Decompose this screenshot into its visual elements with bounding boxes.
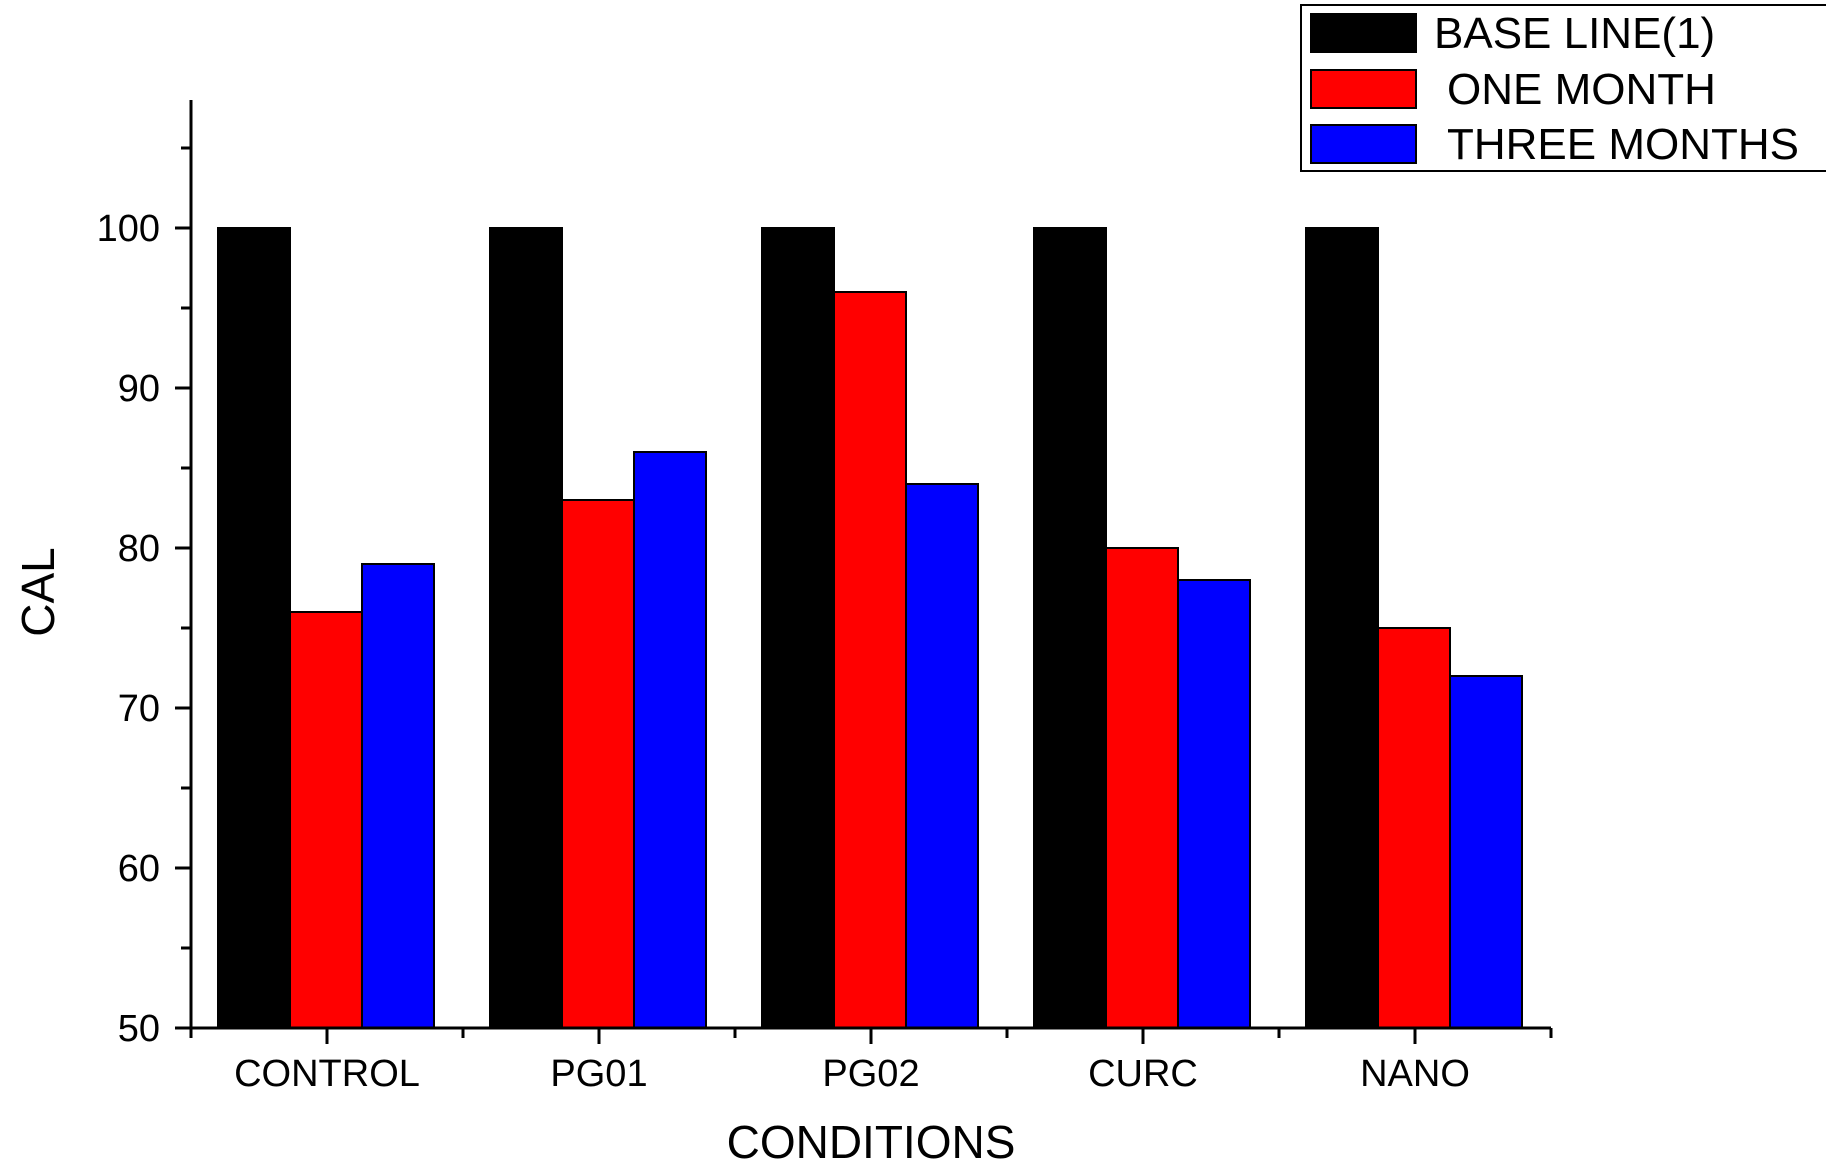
y-ticks: 50 60 70 80 90 100	[97, 146, 191, 1050]
y-tick-label: 60	[118, 848, 160, 890]
bar-curc-series-3	[1177, 579, 1251, 1029]
bars-layer	[217, 227, 1523, 1029]
bar-curc-series-2	[1105, 547, 1179, 1029]
legend: BASE LINE(1) ONE MONTH THREE MONTHS	[1300, 4, 1826, 172]
x-tick-label-curc: CURC	[1088, 1053, 1198, 1095]
y-axis-title: CAL	[12, 547, 64, 636]
legend-label-1: BASE LINE(1)	[1434, 9, 1715, 58]
legend-label-3: THREE MONTHS	[1447, 120, 1799, 169]
bar-pg01-series-2	[561, 499, 635, 1029]
bar-control-series-2	[289, 611, 363, 1029]
bar-pg01-series-3	[633, 451, 707, 1029]
y-tick-label: 80	[118, 528, 160, 570]
y-tick-label: 90	[118, 368, 160, 410]
bar-curc-series-1	[1033, 227, 1107, 1029]
x-ticks: CONTROL PG01 PG02 CURC NANO	[189, 1028, 1553, 1095]
y-tick-label: 50	[118, 1008, 160, 1050]
y-tick-label: 100	[97, 208, 160, 250]
bar-pg02-series-3	[905, 483, 979, 1029]
bar-nano-series-3	[1449, 675, 1523, 1029]
x-axis-title: CONDITIONS	[727, 1116, 1016, 1166]
bar-pg02-series-2	[833, 291, 907, 1029]
x-tick-label-nano: NANO	[1360, 1053, 1470, 1095]
bar-control-series-1	[217, 227, 291, 1029]
x-tick-label-control: CONTROL	[234, 1053, 420, 1095]
bar-nano-series-2	[1377, 627, 1451, 1029]
x-tick-label-pg02: PG02	[822, 1053, 919, 1095]
bar-pg02-series-1	[761, 227, 835, 1029]
legend-swatch-3	[1310, 124, 1417, 164]
x-tick-label-pg01: PG01	[550, 1053, 647, 1095]
bar-pg01-series-1	[489, 227, 563, 1029]
legend-label-2: ONE MONTH	[1447, 65, 1716, 114]
legend-swatch-1	[1310, 13, 1417, 53]
y-tick-label: 70	[118, 688, 160, 730]
bar-nano-series-1	[1305, 227, 1379, 1029]
legend-swatch-2	[1310, 69, 1417, 109]
bar-control-series-3	[361, 563, 435, 1029]
